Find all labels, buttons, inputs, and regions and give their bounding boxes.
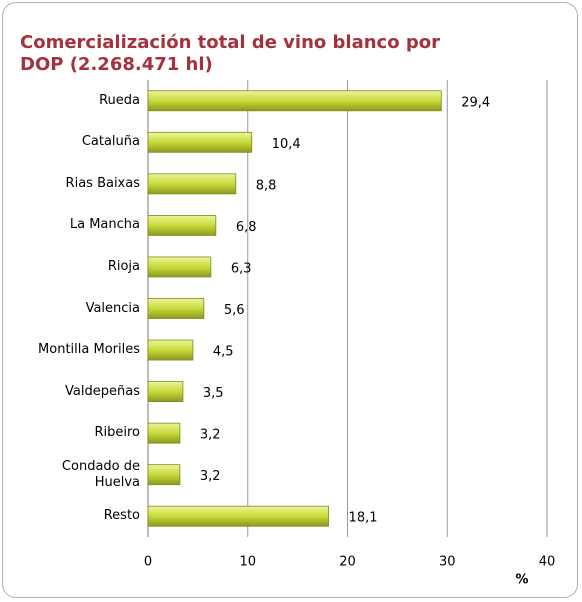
value-label: 3,2 [200,428,221,443]
y-tick-label: Rioja [107,258,140,274]
bar [147,422,181,444]
y-tick-label: Cataluña [81,134,140,150]
x-axis-label: % [515,573,528,588]
value-label: 5,6 [224,303,245,318]
value-label: 18,1 [349,511,378,526]
bar [147,90,442,112]
y-tick-label: Rias Baixas [65,175,140,191]
x-tick-label: 10 [239,555,256,570]
value-label: 4,5 [213,345,234,360]
value-label: 10,4 [272,137,301,152]
y-tick-label: Rueda [99,92,140,108]
y-tick-label: La Mancha [69,217,140,233]
bar [147,173,237,195]
value-label: 3,2 [200,469,221,484]
bar [147,215,217,236]
value-label: 6,3 [231,261,252,276]
y-tick-label: Valencia [85,300,140,316]
x-tick-label: 30 [439,555,456,570]
x-tick-label: 40 [539,555,556,570]
y-tick-label: Condado de Huelva [61,458,140,490]
bar [147,256,212,278]
bar [147,131,253,153]
bar [147,381,184,402]
bar [147,339,194,361]
chart-title: Comercialización total de vino blanco po… [20,32,440,75]
y-tick-label: Ribeiro [94,425,140,441]
bar [147,298,205,319]
value-label: 8,8 [256,178,277,193]
value-label: 29,4 [461,95,490,110]
bar [147,464,181,486]
value-label: 6,8 [236,220,257,235]
x-tick-label: 20 [339,555,356,570]
x-tick-label: 0 [144,555,152,570]
bar [147,505,329,527]
y-tick-label: Valdepeñas [65,383,140,399]
frame [2,2,578,598]
value-label: 3,5 [203,386,224,401]
y-tick-label: Montilla Moriles [38,342,140,358]
y-tick-label: Resto [103,508,140,524]
